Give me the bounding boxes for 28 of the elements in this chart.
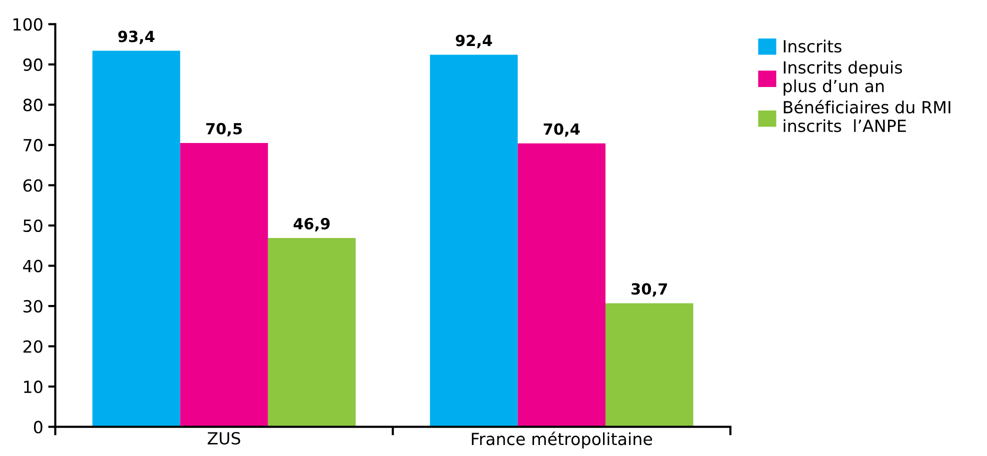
data-label: 93,4 bbox=[118, 30, 154, 44]
data-label: 46,9 bbox=[294, 218, 330, 232]
y-tick-label: 0 bbox=[34, 420, 42, 434]
legend-label: Inscrits bbox=[784, 40, 842, 53]
y-tick-label: 100 bbox=[13, 18, 42, 31]
data-label: 30,7 bbox=[632, 283, 667, 297]
y-tick-label: 60 bbox=[23, 179, 42, 192]
data-label: 70,5 bbox=[206, 122, 242, 136]
bar bbox=[430, 54, 518, 427]
y-tick-label: 90 bbox=[23, 58, 42, 71]
data-label: 70,4 bbox=[544, 123, 580, 137]
y-tick-label: 80 bbox=[23, 98, 42, 112]
bar bbox=[605, 303, 694, 427]
legend-label: Inscrits depuis plus d’un an bbox=[784, 60, 902, 96]
y-tick-label: 10 bbox=[24, 380, 42, 394]
bar bbox=[268, 238, 356, 427]
y-tick-label: 50 bbox=[24, 219, 42, 232]
data-label: 92,4 bbox=[456, 34, 492, 48]
legend-label: Bénéficiaires du RMI inscrits l’ANPE bbox=[784, 100, 950, 132]
bar bbox=[92, 50, 180, 427]
y-tick-label: 30 bbox=[24, 300, 42, 313]
bar bbox=[180, 142, 268, 427]
x-tick-label: France métropolitaine bbox=[472, 432, 652, 448]
x-tick-label: ZUS bbox=[208, 432, 240, 445]
y-tick-label: 40 bbox=[23, 260, 42, 272]
bar bbox=[518, 143, 606, 427]
y-tick-label: 20 bbox=[23, 340, 42, 353]
y-tick-label: 70 bbox=[24, 138, 42, 152]
